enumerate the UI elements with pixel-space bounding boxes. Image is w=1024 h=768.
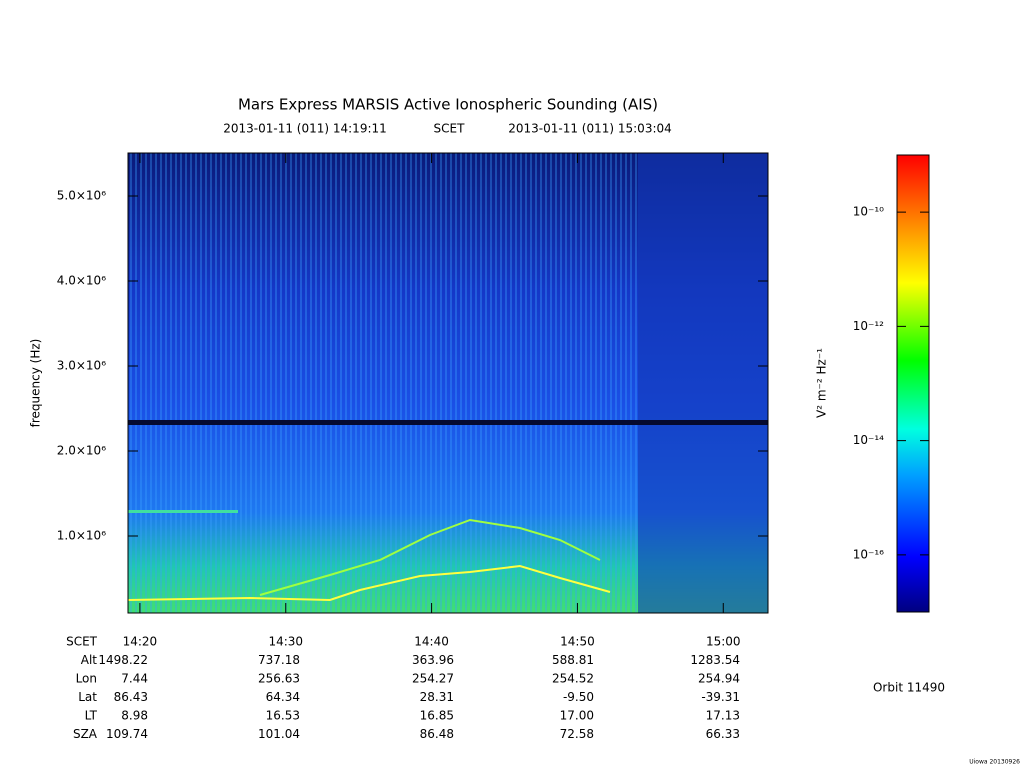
- subtitle: 2013-01-11 (011) 14:19:11: [223, 122, 387, 136]
- colorbar-tick-label: 10⁻¹⁰: [853, 205, 884, 219]
- y-tick-label: 4.0×10⁶: [57, 274, 106, 288]
- y-tick-label: 5.0×10⁶: [57, 189, 106, 203]
- ephemeris-value: 17.00: [560, 709, 594, 723]
- ephemeris-value: 363.96: [412, 653, 454, 667]
- y-tick-label: 1.0×10⁶: [57, 528, 106, 542]
- x-tick-label: 14:50: [560, 635, 595, 649]
- ephemeris-row-label: SZA: [73, 727, 98, 741]
- ephemeris-value: 16.85: [420, 709, 454, 723]
- y-tick-label: 3.0×10⁶: [57, 359, 106, 373]
- subtitle: 2013-01-11 (011) 15:03:04: [508, 122, 672, 136]
- ephemeris-value: -39.31: [701, 690, 740, 704]
- ephemeris-value: 101.04: [258, 727, 300, 741]
- footer: Uiowa 20130926: [969, 759, 1020, 766]
- ephemeris-value: 8.98: [121, 709, 148, 723]
- ephemeris-value: 16.53: [266, 709, 300, 723]
- colorbar: [896, 154, 930, 613]
- x-tick-label: 14:40: [414, 635, 449, 649]
- ephemeris-row-label: Lat: [78, 690, 97, 704]
- ephemeris-row-label: Alt: [81, 653, 98, 667]
- ephemeris-value: 1498.22: [98, 653, 148, 667]
- ephemeris-row-label: SCET: [66, 635, 98, 649]
- y-axis-label: frequency (Hz): [29, 339, 43, 428]
- ephemeris-value: -9.50: [563, 690, 594, 704]
- x-tick-label: 14:30: [268, 635, 303, 649]
- ephemeris-value: 588.81: [552, 653, 594, 667]
- ephemeris-value: 66.33: [706, 727, 740, 741]
- colorbar-tick-label: 10⁻¹²: [853, 319, 884, 333]
- x-tick-label: 15:00: [706, 635, 741, 649]
- ephemeris-value: 7.44: [121, 672, 148, 686]
- ephemeris-value: 72.58: [560, 727, 594, 741]
- colorbar-label: V² m⁻² Hz⁻¹: [815, 348, 829, 418]
- chart-title: Mars Express MARSIS Active Ionospheric S…: [238, 96, 658, 114]
- spectrogram-image: [127, 153, 768, 613]
- ephemeris-row-label: LT: [85, 709, 98, 723]
- ephemeris-value: 254.94: [698, 672, 740, 686]
- ephemeris-value: 254.52: [552, 672, 594, 686]
- ephemeris-value: 86.43: [114, 690, 148, 704]
- colorbar-tick-label: 10⁻¹⁶: [853, 547, 884, 561]
- colorbar-tick-label: 10⁻¹⁴: [853, 433, 884, 447]
- ephemeris-value: 64.34: [266, 690, 300, 704]
- ephemeris-row-label: Lon: [76, 672, 97, 686]
- ephemeris-value: 737.18: [258, 653, 300, 667]
- plot-frame: [127, 152, 769, 614]
- ephemeris-value: 28.31: [420, 690, 454, 704]
- ephemeris-value: 17.13: [706, 709, 740, 723]
- subtitle: SCET: [434, 122, 466, 136]
- ephemeris-value: 254.27: [412, 672, 454, 686]
- ephemeris-value: 109.74: [106, 727, 148, 741]
- x-tick-label: 14:20: [123, 635, 158, 649]
- y-tick-label: 2.0×10⁶: [57, 443, 106, 457]
- ephemeris-value: 1283.54: [690, 653, 740, 667]
- ephemeris-value: 86.48: [420, 727, 454, 741]
- ephemeris-value: 256.63: [258, 672, 300, 686]
- orbit-label: Orbit 11490: [873, 681, 945, 695]
